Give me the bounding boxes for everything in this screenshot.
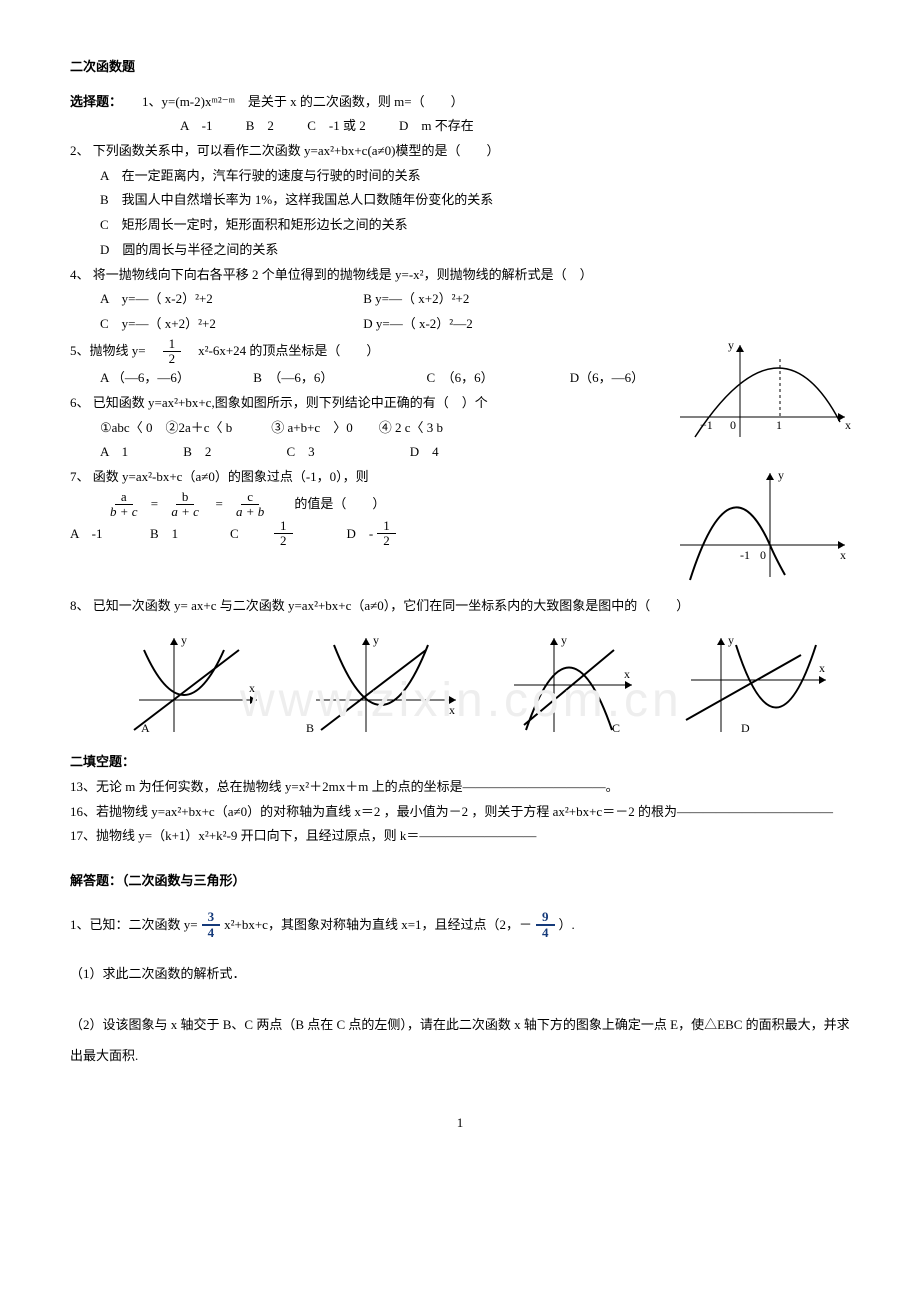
q8-num: 8、 bbox=[70, 598, 90, 613]
q6-b: B 2 bbox=[183, 440, 283, 465]
q1-a: A -1 bbox=[180, 118, 213, 133]
q2-a: A 在一定距离内，汽车行驶的速度与行驶的时间的关系 bbox=[70, 164, 850, 189]
q7-d: D - bbox=[347, 522, 374, 547]
q5-frac: 12 bbox=[163, 337, 182, 367]
q5-a: A （—6，—6） bbox=[100, 366, 250, 391]
s1a: （1）求此二次函数的解析式． bbox=[70, 962, 850, 987]
q7-frac3: ca + b bbox=[230, 490, 270, 520]
q2-text: 下列函数关系中，可以看作二次函数 y=ax²+bx+c(a≠0)模型的是（ ） bbox=[93, 143, 500, 158]
q16-num: 16、 bbox=[70, 804, 96, 819]
q1-b: B 2 bbox=[246, 118, 274, 133]
q13-num: 13、 bbox=[70, 779, 96, 794]
section-mc: 选择题： bbox=[70, 90, 122, 115]
q7-figure: x y -1 0 bbox=[670, 465, 850, 594]
q13-text: 无论 m 为任何实数，总在抛物线 y=x²＋2mx＋m 上的点的坐标是—————… bbox=[96, 779, 619, 794]
s1-frac1: 34 bbox=[202, 910, 221, 941]
svg-text:y: y bbox=[728, 338, 734, 352]
q6-a: A 1 bbox=[100, 440, 180, 465]
q7-b: B 1 bbox=[150, 522, 230, 547]
q2-b: B 我国人中自然增长率为 1%，这样我国总人口数随年份变化的关系 bbox=[70, 188, 850, 213]
svg-text:x: x bbox=[840, 548, 846, 562]
q4-num: 4、 bbox=[70, 267, 90, 282]
q5-post: x²-6x+24 的顶点坐标是（ ） bbox=[185, 339, 379, 364]
q5-pre: 抛物线 y= bbox=[90, 339, 159, 364]
svg-text:x: x bbox=[819, 661, 825, 675]
svg-text:y: y bbox=[373, 633, 379, 647]
q7-frac1: ab + c bbox=[104, 490, 144, 520]
q1-d: D m 不存在 bbox=[399, 118, 474, 133]
svg-text:x: x bbox=[624, 667, 630, 681]
svg-text:x: x bbox=[249, 681, 255, 695]
q1-c: C -1 或 2 bbox=[307, 118, 366, 133]
q2-num: 2、 bbox=[70, 143, 90, 158]
graph-d: x y D bbox=[681, 630, 831, 740]
svg-text:x: x bbox=[449, 703, 455, 717]
s1-frac2: 94 bbox=[536, 910, 555, 941]
q5-num: 5、 bbox=[70, 339, 90, 364]
q4-text: 将一抛物线向下向右各平移 2 个单位得到的抛物线是 y=-x²，则抛物线的解析式… bbox=[93, 267, 593, 282]
eq1: = bbox=[148, 492, 162, 517]
q17-text: 抛物线 y=（k+1）x²+k²-9 开口向下，且经过原点，则 k＝——————… bbox=[96, 828, 536, 843]
svg-text:y: y bbox=[181, 633, 187, 647]
q7-frac2: ba + c bbox=[165, 490, 205, 520]
eq2: = bbox=[209, 492, 226, 517]
q4-b: B y=—（ x+2）²+2 bbox=[363, 291, 469, 306]
q8-graphs: x y A x y B x y C x y D bbox=[110, 630, 850, 740]
q6-text: 已知函数 y=ax²+bx+c,图象如图所示，则下列结论中正确的有（ ）个 bbox=[93, 395, 488, 410]
svg-text:y: y bbox=[778, 468, 784, 482]
q7-tail: 的值是（ ） bbox=[294, 492, 385, 517]
svg-text:1: 1 bbox=[776, 418, 782, 432]
graph-a: x y A bbox=[129, 630, 269, 740]
q2-d: D 圆的周长与半径之间的关系 bbox=[70, 238, 850, 263]
q7-frac-c: 12 bbox=[274, 519, 293, 549]
q5-b: B （—6，6） bbox=[253, 366, 423, 391]
q7-frac-d: 12 bbox=[377, 519, 396, 549]
svg-text:y: y bbox=[728, 633, 734, 647]
svg-text:y: y bbox=[561, 633, 567, 647]
q17-num: 17、 bbox=[70, 828, 96, 843]
q4-a: A y=—（ x-2）²+2 bbox=[100, 287, 360, 312]
q7-c: C bbox=[230, 522, 270, 547]
svg-text:D: D bbox=[741, 721, 750, 735]
q7-a: A -1 bbox=[70, 522, 150, 547]
svg-text:A: A bbox=[141, 721, 150, 735]
q7-num: 7、 bbox=[70, 469, 90, 484]
q6-d: D 4 bbox=[410, 444, 439, 459]
s1-pre: 已知：二次函数 y= bbox=[90, 913, 198, 938]
q5-c: C （6，6） bbox=[427, 366, 567, 391]
s1b: （2）设该图象与 x 轴交于 B、C 两点（B 点在 C 点的左侧），请在此二次… bbox=[70, 1009, 850, 1071]
graph-b: x y B bbox=[306, 630, 466, 740]
q1-text: y=(m-2)xᵐ²⁻ᵐ 是关于 x 的二次函数，则 m=（ ） bbox=[162, 90, 464, 115]
section-solve: 解答题：（二次函数与三角形） bbox=[70, 869, 850, 894]
q8-text: 已知一次函数 y= ax+c 与二次函数 y=ax²+bx+c（a≠0），它们在… bbox=[93, 598, 690, 613]
section-fill: 二填空题： bbox=[70, 750, 850, 775]
s1-mid: x²+bx+c，其图象对称轴为直线 x=1，且经过点（2，－ bbox=[224, 913, 532, 938]
svg-text:B: B bbox=[306, 721, 314, 735]
q6-num: 6、 bbox=[70, 395, 90, 410]
q2-c: C 矩形周长一定时，矩形面积和矩形边长之间的关系 bbox=[70, 213, 850, 238]
svg-text:0: 0 bbox=[730, 418, 736, 432]
q4-d: D y=—（ x-2）²—2 bbox=[363, 316, 472, 331]
svg-text:C: C bbox=[612, 721, 620, 735]
s1-post: ）. bbox=[559, 913, 575, 938]
svg-text:x: x bbox=[845, 418, 851, 432]
svg-text:-1: -1 bbox=[740, 548, 750, 562]
q6-c: C 3 bbox=[287, 440, 407, 465]
graph-c: x y C bbox=[504, 630, 644, 740]
page-number: 1 bbox=[70, 1111, 850, 1136]
q1-num: 1、 bbox=[142, 90, 162, 115]
q7-text: 函数 y=ax²-bx+c（a≠0）的图象过点（-1，0），则 bbox=[93, 469, 369, 484]
q5-d: D（6，—6） bbox=[570, 370, 644, 385]
svg-text:0: 0 bbox=[760, 548, 766, 562]
q16-text: 若抛物线 y=ax²+bx+c（a≠0）的对称轴为直线 x＝2 ，最小值为－2 … bbox=[96, 804, 833, 819]
q6-figure: x y −1 0 1 bbox=[670, 337, 850, 456]
doc-title: 二次函数题 bbox=[70, 55, 850, 80]
s1-num: 1、 bbox=[70, 913, 90, 938]
q4-c: C y=—（ x+2）²+2 bbox=[100, 312, 360, 337]
